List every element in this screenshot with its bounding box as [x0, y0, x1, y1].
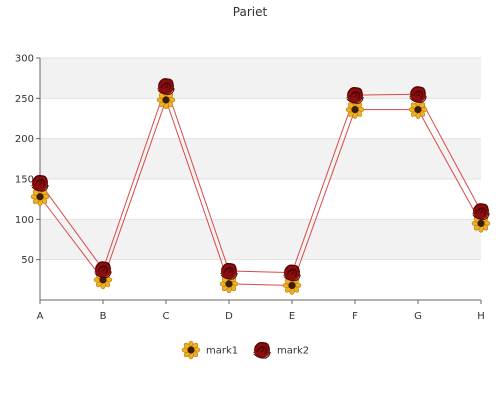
legend-label: mark2 [277, 346, 309, 357]
legend-marker-sunflower-icon [181, 340, 201, 360]
y-axis-ticks: 50 100 150 200 250 300 [15, 54, 40, 266]
x-tick-label: C [163, 311, 170, 322]
series-line-mark1 [39, 98, 482, 286]
background-band [40, 58, 481, 99]
series-markers [30, 77, 491, 295]
background-band [40, 138, 481, 179]
series-line-mark2 [39, 84, 482, 274]
data-point-rose-icon [471, 202, 491, 221]
x-tick-label: B [100, 311, 107, 322]
legend-marker-rose-icon [252, 341, 272, 359]
y-tick-label: 200 [15, 134, 34, 145]
x-tick-label: A [37, 311, 44, 322]
data-point-rose-icon [93, 260, 113, 279]
x-tick-label: F [352, 311, 358, 322]
x-tick-label: E [289, 311, 295, 322]
legend: mark1 mark2 [181, 340, 309, 360]
background-bands [40, 57, 481, 261]
x-tick-label: H [477, 311, 485, 322]
x-axis-ticks: A B C D E F G H [37, 300, 485, 322]
y-tick-label: 300 [15, 54, 34, 65]
x-tick-label: G [414, 311, 422, 322]
x-tick-label: D [225, 311, 233, 322]
y-tick-label: 50 [21, 255, 34, 266]
legend-label: mark1 [206, 346, 238, 357]
chart-title: Pariet [233, 5, 268, 19]
series-lines [39, 84, 482, 286]
background-band [40, 219, 481, 260]
data-point-rose-icon [282, 263, 302, 282]
y-tick-label: 100 [15, 215, 34, 226]
y-tick-label: 150 [15, 175, 34, 186]
data-point-sunflower-icon [408, 100, 428, 120]
y-tick-label: 250 [15, 94, 34, 105]
